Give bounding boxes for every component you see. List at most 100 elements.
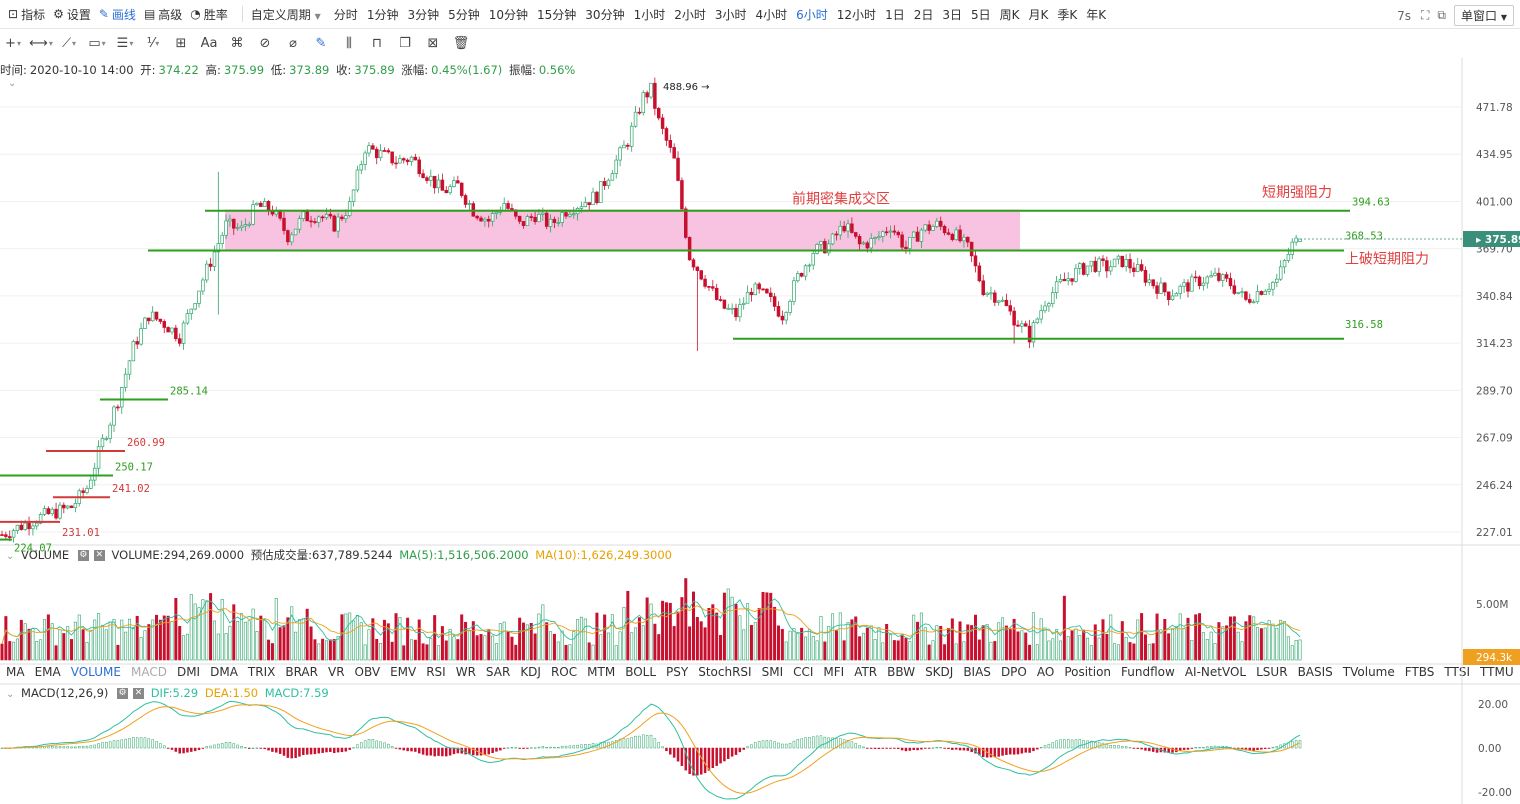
period-tab[interactable]: 2小时 [674,7,706,22]
period-tab[interactable]: 12小时 [836,7,877,22]
toolbar-button-4[interactable]: ◔ 胜率 [190,6,228,23]
magnet-icon[interactable]: ✎ [315,35,327,51]
indicator-tab[interactable]: TRIX [247,665,276,679]
indicator-tab[interactable]: AI-NetVOL [1184,665,1247,679]
period-tab[interactable]: 30分钟 [585,7,625,22]
indicator-tab[interactable]: MTM [587,665,616,679]
period-tab[interactable]: 3分钟 [407,7,440,22]
indicator-tab[interactable]: RSI [426,665,446,679]
indicator-tab[interactable]: ATR [854,665,878,679]
indicator-tab[interactable]: AO [1036,665,1055,679]
gear-icon[interactable]: ⚙ [117,688,129,699]
indicator-tab[interactable]: VR [327,665,345,679]
chevron-down-icon[interactable]: ▾ [16,38,21,48]
indicator-tab[interactable]: BIAS [963,665,991,679]
toolbar-button-1[interactable]: ⚙ 设置 [53,6,91,23]
period-tab[interactable]: 月K [1028,7,1049,22]
period-tab[interactable]: 1分钟 [366,7,399,22]
indicator-tab[interactable]: BRAR [285,665,318,679]
period-tab[interactable]: 6小时 [796,7,828,22]
indicator-tab[interactable]: TTMU [1480,665,1514,679]
chevron-down-icon[interactable]: ▾ [129,38,134,48]
text-icon[interactable]: Aa [200,35,218,51]
indicator-tab[interactable]: MA [6,665,25,679]
indicator-tab[interactable]: LSUR [1256,665,1288,679]
period-tab[interactable]: 3小时 [714,7,747,22]
period-tab[interactable]: 季K [1057,7,1078,22]
indicator-tab[interactable]: DMA [210,665,238,679]
lock-icon[interactable]: ⊓ [371,35,383,51]
indicator-tab[interactable]: PSY [666,665,689,679]
indicator-tab[interactable]: StochRSI [698,665,752,679]
indicator-tab[interactable]: MACD [130,665,167,679]
parallel-channel-icon[interactable]: ☰ ▾ [116,35,134,51]
window-mode-dropdown[interactable]: 单窗口 ▼ [1454,5,1514,26]
indicator-tab[interactable]: OBV [354,665,381,679]
period-tab[interactable]: 15分钟 [537,7,577,22]
period-tab[interactable]: 周K [999,7,1020,22]
indicator-tab[interactable]: CCI [793,665,814,679]
period-tab[interactable]: 1小时 [633,7,666,22]
toolbar-button-3[interactable]: ▤ 高级 [144,6,182,23]
pattern-icon[interactable]: ⌘ [230,35,244,51]
fibonacci-icon[interactable]: ⅟ ▾ [146,35,160,51]
period-tab[interactable]: 5分钟 [448,7,480,22]
period-tab[interactable]: 4小时 [755,7,788,22]
indicator-tab[interactable]: MFI [823,665,845,679]
period-tab[interactable]: 2日 [913,7,934,22]
indicator-tab[interactable]: Position [1064,665,1112,679]
indicator-tab[interactable]: ROC [550,665,578,679]
range-icon[interactable]: ⫼ [346,35,352,51]
trash-icon[interactable]: 🗑 [452,35,470,51]
eraser-icon[interactable]: ⌀ [289,35,297,51]
indicator-tab[interactable]: DPO [1000,665,1027,679]
screenshot-icon[interactable]: ⊠ [427,35,439,51]
macd-bar [522,747,525,749]
trend-line-icon[interactable]: ⟋ ▾ [61,35,77,51]
period-tab[interactable]: 10分钟 [488,7,529,22]
indicator-tab[interactable]: FTBS [1404,665,1435,679]
close-icon[interactable]: ✕ [93,550,105,561]
indicator-tab[interactable]: KDJ [520,665,541,679]
indicator-tab[interactable]: SAR [485,665,511,679]
indicator-tab[interactable]: VOLUME [70,665,121,679]
popout-icon[interactable]: ⧉ [1437,8,1446,22]
indicator-tab[interactable]: EMA [34,665,61,679]
indicator-tab[interactable]: EMV [390,665,417,679]
fullscreen-icon[interactable]: ⛶ [1421,8,1430,22]
indicator-tab[interactable]: BBW [887,665,916,679]
rectangle-icon[interactable]: ▭ ▾ [88,35,106,51]
indicator-tab[interactable]: BASIS [1297,665,1333,679]
chevron-down-icon[interactable]: ▾ [48,38,53,48]
indicator-tab[interactable]: DMI [176,665,201,679]
indicator-tab[interactable]: WR [455,665,476,679]
indicator-tab[interactable]: SMI [761,665,784,679]
period-tab[interactable]: 3日 [942,7,962,22]
period-tab[interactable]: 5日 [970,7,991,22]
indicator-tab[interactable]: TVolume [1342,665,1395,679]
chevron-down-icon[interactable]: ⌄ [6,551,15,562]
close-icon[interactable]: ✕ [133,688,145,699]
period-tab[interactable]: 1日 [885,7,905,22]
brush-icon[interactable]: ⊘ [259,35,271,51]
custom-period-dropdown[interactable]: 自定义周期 ▼ [251,6,321,23]
indicator-tab[interactable]: Fundflow [1121,665,1175,679]
period-tab[interactable]: 年K [1086,7,1107,22]
toolbar-button-0[interactable]: ⊡ 指标 [8,6,45,23]
chevron-down-icon[interactable]: ⌄ [6,689,15,700]
period-tab[interactable]: 分时 [333,7,358,22]
chevron-down-icon[interactable]: ▾ [101,38,106,48]
gear-icon[interactable]: ⚙ [77,550,89,561]
indicator-tab[interactable]: TTSI [1444,665,1471,679]
horizontal-ray-icon[interactable]: ⟷ ▾ [29,35,53,51]
chevron-down-icon[interactable]: ▾ [72,38,77,48]
toolbar-button-2[interactable]: ✎ 画线 [99,6,136,23]
measure-icon[interactable]: ⊞ [175,35,187,51]
copy-icon[interactable]: ❐ [399,35,411,51]
indicator-tab[interactable]: SKDJ [925,665,954,679]
crosshair-icon[interactable]: + ▾ [5,35,21,51]
collapse-chevron-icon[interactable]: ⌄ [8,78,17,89]
chevron-down-icon[interactable]: ▾ [155,38,160,48]
indicator-tab[interactable]: BOLL [625,665,657,679]
